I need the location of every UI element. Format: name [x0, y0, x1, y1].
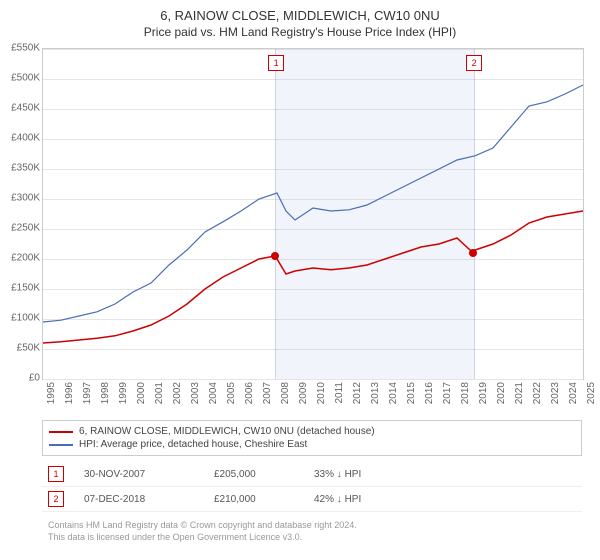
- tx-price: £210,000: [214, 494, 294, 505]
- xtick-label: 2009: [298, 382, 309, 412]
- xtick-label: 2018: [460, 382, 471, 412]
- sale-dot: [469, 249, 477, 257]
- ytick-label: £150K: [2, 283, 40, 294]
- sale-marker-box: 1: [268, 55, 284, 71]
- tx-price: £205,000: [214, 469, 294, 480]
- legend: 6, RAINOW CLOSE, MIDDLEWICH, CW10 0NU (d…: [42, 420, 582, 456]
- xtick-label: 2005: [226, 382, 237, 412]
- xtick-label: 2011: [334, 382, 345, 412]
- xtick-label: 1996: [64, 382, 75, 412]
- xtick-label: 1995: [46, 382, 57, 412]
- series-price_paid: [43, 211, 583, 343]
- plot-area: 12: [42, 48, 584, 380]
- xtick-label: 2003: [190, 382, 201, 412]
- sale-dot: [271, 252, 279, 260]
- tx-marker: 1: [48, 466, 64, 482]
- xtick-label: 2023: [550, 382, 561, 412]
- sale-marker-box: 2: [466, 55, 482, 71]
- xtick-label: 1997: [82, 382, 93, 412]
- ytick-label: £250K: [2, 223, 40, 234]
- xtick-label: 2025: [586, 382, 597, 412]
- line-series: [43, 49, 583, 379]
- xtick-label: 1998: [100, 382, 111, 412]
- tx-marker: 2: [48, 491, 64, 507]
- legend-item: HPI: Average price, detached house, Ches…: [49, 438, 575, 451]
- chart-subtitle: Price paid vs. HM Land Registry's House …: [0, 23, 600, 47]
- xtick-label: 2013: [370, 382, 381, 412]
- ytick-label: £200K: [2, 253, 40, 264]
- xtick-label: 2020: [496, 382, 507, 412]
- ytick-label: £50K: [2, 343, 40, 354]
- tx-date: 07-DEC-2018: [84, 494, 194, 505]
- xtick-label: 2021: [514, 382, 525, 412]
- xtick-label: 2008: [280, 382, 291, 412]
- xtick-label: 2022: [532, 382, 543, 412]
- xtick-label: 2002: [172, 382, 183, 412]
- xtick-label: 2006: [244, 382, 255, 412]
- xtick-label: 2007: [262, 382, 273, 412]
- chart-container: 6, RAINOW CLOSE, MIDDLEWICH, CW10 0NU Pr…: [0, 0, 600, 560]
- tx-date: 30-NOV-2007: [84, 469, 194, 480]
- ytick-label: £400K: [2, 133, 40, 144]
- footer-line-2: This data is licensed under the Open Gov…: [48, 532, 588, 544]
- footer-attribution: Contains HM Land Registry data © Crown c…: [42, 516, 594, 547]
- transaction-row: 1 30-NOV-2007 £205,000 33% ↓ HPI: [42, 462, 582, 487]
- tx-delta: 33% ↓ HPI: [314, 469, 414, 480]
- legend-swatch: [49, 431, 73, 433]
- chart-title: 6, RAINOW CLOSE, MIDDLEWICH, CW10 0NU: [0, 0, 600, 23]
- ytick-label: £550K: [2, 43, 40, 54]
- xtick-label: 2016: [424, 382, 435, 412]
- legend-label: HPI: Average price, detached house, Ches…: [79, 439, 307, 450]
- xtick-label: 2017: [442, 382, 453, 412]
- ytick-label: £0: [2, 373, 40, 384]
- ytick-label: £500K: [2, 73, 40, 84]
- xtick-label: 2010: [316, 382, 327, 412]
- xtick-label: 2012: [352, 382, 363, 412]
- xtick-label: 2004: [208, 382, 219, 412]
- xtick-label: 2001: [154, 382, 165, 412]
- xtick-label: 2024: [568, 382, 579, 412]
- xtick-label: 2000: [136, 382, 147, 412]
- xtick-label: 2019: [478, 382, 489, 412]
- xtick-label: 1999: [118, 382, 129, 412]
- tx-delta: 42% ↓ HPI: [314, 494, 414, 505]
- footer-line-1: Contains HM Land Registry data © Crown c…: [48, 520, 588, 532]
- ytick-label: £100K: [2, 313, 40, 324]
- legend-swatch: [49, 444, 73, 446]
- legend-label: 6, RAINOW CLOSE, MIDDLEWICH, CW10 0NU (d…: [79, 426, 375, 437]
- legend-item: 6, RAINOW CLOSE, MIDDLEWICH, CW10 0NU (d…: [49, 425, 575, 438]
- transaction-row: 2 07-DEC-2018 £210,000 42% ↓ HPI: [42, 487, 582, 512]
- ytick-label: £300K: [2, 193, 40, 204]
- xtick-label: 2015: [406, 382, 417, 412]
- transactions-table: 1 30-NOV-2007 £205,000 33% ↓ HPI 2 07-DEC-201…: [42, 462, 582, 512]
- ytick-label: £350K: [2, 163, 40, 174]
- xtick-label: 2014: [388, 382, 399, 412]
- series-hpi: [43, 85, 583, 322]
- ytick-label: £450K: [2, 103, 40, 114]
